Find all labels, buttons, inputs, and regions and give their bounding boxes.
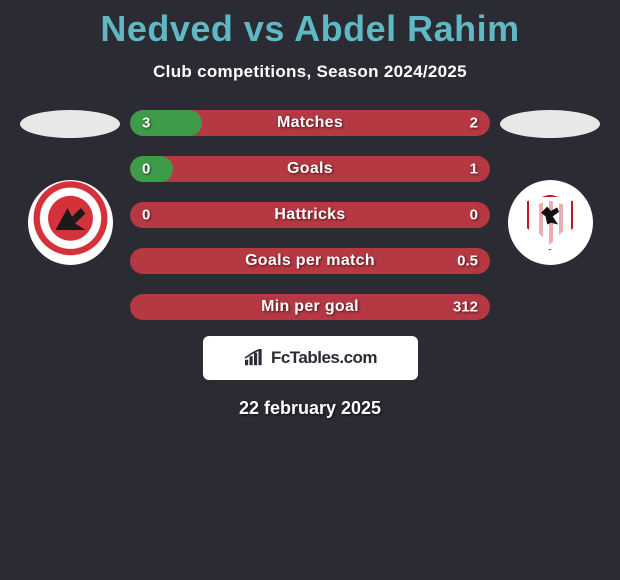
stat-right-value: 2 bbox=[470, 115, 478, 132]
stat-left-value: 0 bbox=[142, 161, 150, 178]
stat-bar: 3 Matches 2 bbox=[130, 110, 490, 136]
logo-text: FcTables.com bbox=[271, 348, 377, 368]
stat-bar: Min per goal 312 bbox=[130, 294, 490, 320]
stat-bar: 0 Hattricks 0 bbox=[130, 202, 490, 228]
stat-bar-fill bbox=[130, 110, 202, 136]
right-player-ellipse bbox=[500, 110, 600, 138]
stat-left-value: 3 bbox=[142, 115, 150, 132]
stat-bars: 3 Matches 2 0 Goals 1 0 Hattricks 0 Goals per mat… bbox=[130, 110, 490, 320]
stat-label: Goals per match bbox=[245, 252, 375, 270]
stat-right-value: 0.5 bbox=[457, 253, 478, 270]
al-ahly-badge bbox=[28, 180, 113, 265]
stat-bar: Goals per match 0.5 bbox=[130, 248, 490, 274]
zamalek-shield-icon bbox=[527, 195, 573, 251]
fctables-logo: FcTables.com bbox=[203, 336, 418, 380]
stat-label: Hattricks bbox=[274, 206, 345, 224]
subtitle: Club competitions, Season 2024/2025 bbox=[0, 62, 620, 82]
zamalek-badge bbox=[508, 180, 593, 265]
stat-label: Goals bbox=[287, 160, 333, 178]
stat-label: Matches bbox=[277, 114, 343, 132]
comparison-infographic: Nedved vs Abdel Rahim Club competitions,… bbox=[0, 0, 620, 419]
stat-right-value: 1 bbox=[470, 161, 478, 178]
stat-right-value: 312 bbox=[453, 299, 478, 316]
stat-left-value: 0 bbox=[142, 207, 150, 224]
stat-label: Min per goal bbox=[261, 298, 359, 316]
left-column bbox=[20, 110, 120, 265]
date-text: 22 february 2025 bbox=[0, 398, 620, 419]
left-player-ellipse bbox=[20, 110, 120, 138]
page-title: Nedved vs Abdel Rahim bbox=[0, 0, 620, 50]
stat-right-value: 0 bbox=[470, 207, 478, 224]
bar-chart-icon bbox=[243, 349, 265, 367]
right-column bbox=[500, 110, 600, 265]
stat-bar: 0 Goals 1 bbox=[130, 156, 490, 182]
stat-bar-fill bbox=[130, 156, 173, 182]
main-row: 3 Matches 2 0 Goals 1 0 Hattricks 0 Goals per mat… bbox=[0, 110, 620, 320]
